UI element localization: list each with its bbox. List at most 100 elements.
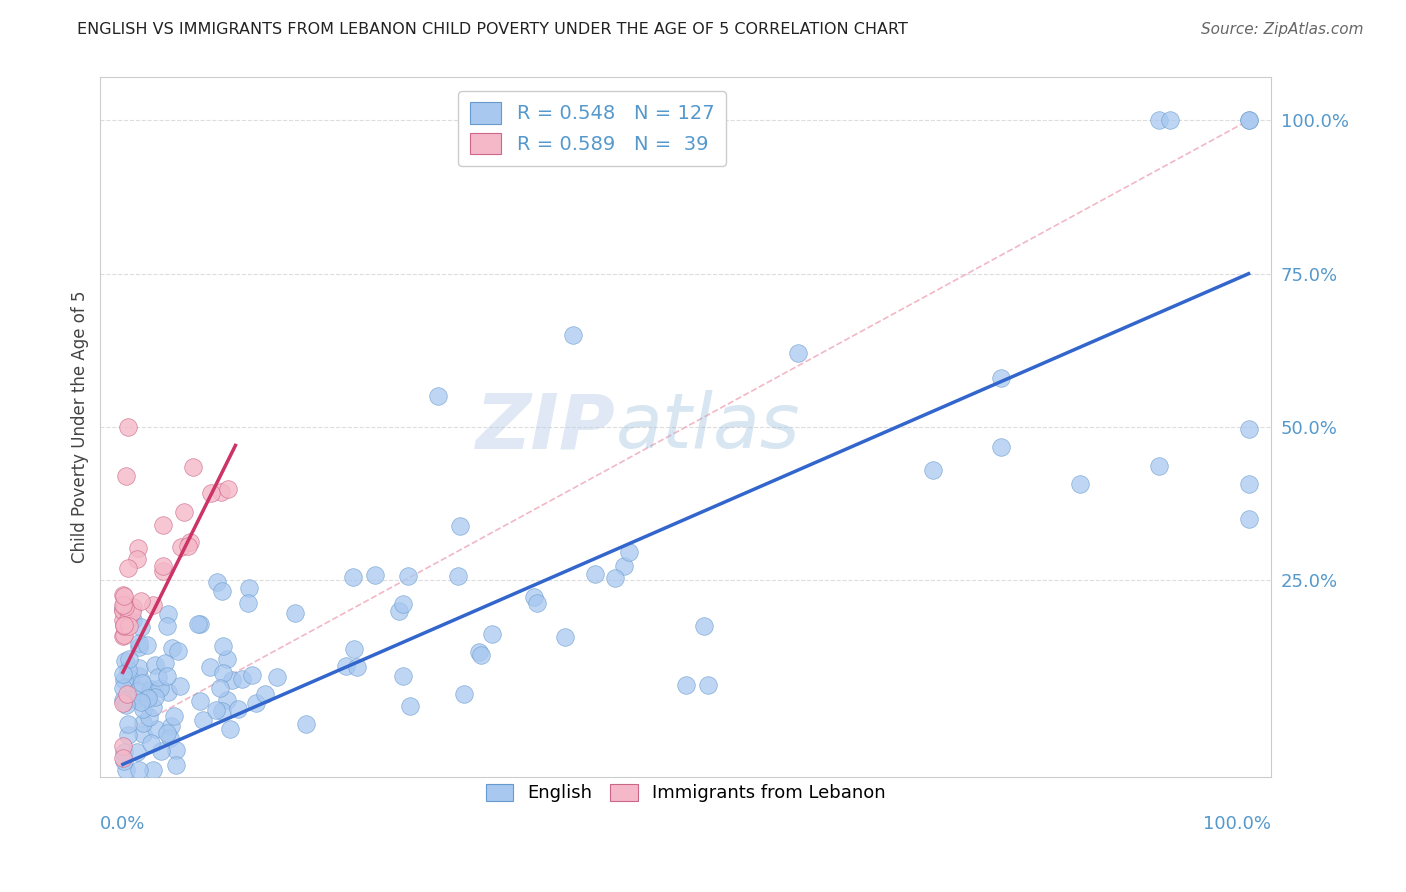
Point bbox=[468, 645, 491, 659]
Point bbox=[173, 506, 195, 520]
Point bbox=[138, 710, 160, 724]
Point bbox=[605, 571, 627, 585]
Legend: English, Immigrants from Lebanon: English, Immigrants from Lebanon bbox=[478, 776, 893, 810]
Point bbox=[1237, 477, 1260, 491]
Point bbox=[112, 667, 135, 681]
Point bbox=[585, 566, 607, 581]
Point bbox=[240, 668, 263, 682]
Point bbox=[143, 690, 166, 705]
Point bbox=[217, 482, 239, 496]
Point bbox=[114, 695, 136, 709]
Point bbox=[120, 672, 142, 686]
Point bbox=[346, 660, 368, 674]
Point bbox=[128, 640, 150, 654]
Point bbox=[111, 681, 134, 696]
Point bbox=[165, 757, 187, 772]
Point bbox=[117, 611, 139, 625]
Point bbox=[198, 659, 221, 673]
Point bbox=[526, 596, 548, 610]
Text: 100.0%: 100.0% bbox=[1204, 815, 1271, 833]
Point bbox=[128, 635, 150, 649]
Point bbox=[165, 743, 187, 757]
Point bbox=[470, 648, 492, 662]
Point bbox=[152, 559, 174, 574]
Point bbox=[148, 670, 170, 684]
Point bbox=[142, 598, 165, 612]
Point bbox=[1147, 458, 1170, 473]
Point bbox=[138, 685, 160, 699]
Point bbox=[221, 673, 243, 688]
Point bbox=[156, 618, 179, 632]
Point bbox=[228, 702, 250, 716]
Point bbox=[143, 657, 166, 672]
Point bbox=[149, 681, 172, 696]
Point bbox=[159, 731, 181, 746]
Point bbox=[176, 539, 198, 553]
Point bbox=[253, 686, 276, 700]
Point bbox=[128, 669, 150, 683]
Point bbox=[117, 691, 139, 706]
Point bbox=[156, 668, 179, 682]
Point bbox=[179, 535, 201, 549]
Point bbox=[152, 564, 174, 578]
Point bbox=[219, 722, 242, 736]
Point bbox=[990, 371, 1012, 385]
Point bbox=[205, 703, 228, 717]
Point bbox=[112, 589, 135, 603]
Point bbox=[284, 606, 307, 620]
Point bbox=[211, 584, 233, 599]
Point bbox=[139, 736, 162, 750]
Point bbox=[117, 561, 139, 575]
Point bbox=[136, 691, 159, 706]
Point bbox=[111, 739, 134, 753]
Point bbox=[562, 328, 585, 343]
Point bbox=[117, 619, 139, 633]
Point bbox=[1159, 113, 1181, 128]
Point bbox=[1069, 476, 1091, 491]
Point bbox=[112, 589, 135, 603]
Point bbox=[122, 600, 145, 615]
Point bbox=[131, 695, 153, 709]
Point bbox=[111, 696, 134, 710]
Point bbox=[675, 678, 697, 692]
Point bbox=[1237, 113, 1260, 128]
Point bbox=[160, 641, 183, 656]
Point bbox=[187, 616, 209, 631]
Point bbox=[127, 684, 149, 698]
Point bbox=[156, 685, 179, 699]
Point bbox=[787, 346, 810, 360]
Point bbox=[111, 751, 134, 765]
Point bbox=[112, 598, 135, 612]
Point bbox=[121, 613, 143, 627]
Point bbox=[191, 713, 214, 727]
Point bbox=[1147, 113, 1170, 128]
Point bbox=[111, 692, 134, 706]
Point bbox=[1237, 113, 1260, 128]
Y-axis label: Child Poverty Under the Age of 5: Child Poverty Under the Age of 5 bbox=[72, 291, 89, 563]
Point bbox=[115, 764, 138, 778]
Text: ENGLISH VS IMMIGRANTS FROM LEBANON CHILD POVERTY UNDER THE AGE OF 5 CORRELATION : ENGLISH VS IMMIGRANTS FROM LEBANON CHILD… bbox=[77, 22, 908, 37]
Point bbox=[112, 673, 135, 687]
Point bbox=[523, 590, 546, 604]
Point bbox=[132, 716, 155, 731]
Point bbox=[145, 722, 167, 736]
Point bbox=[922, 463, 945, 477]
Point bbox=[554, 630, 576, 644]
Point bbox=[142, 700, 165, 714]
Point bbox=[342, 570, 364, 584]
Point bbox=[121, 606, 143, 620]
Point bbox=[114, 599, 136, 614]
Point bbox=[112, 619, 135, 633]
Point bbox=[115, 469, 138, 483]
Point bbox=[114, 654, 136, 668]
Point bbox=[211, 705, 233, 719]
Point bbox=[427, 389, 450, 403]
Point bbox=[115, 698, 138, 712]
Point bbox=[160, 719, 183, 733]
Point bbox=[697, 678, 720, 692]
Point bbox=[169, 679, 191, 693]
Point bbox=[111, 601, 134, 615]
Point bbox=[129, 619, 152, 633]
Point bbox=[245, 697, 267, 711]
Point bbox=[167, 643, 190, 657]
